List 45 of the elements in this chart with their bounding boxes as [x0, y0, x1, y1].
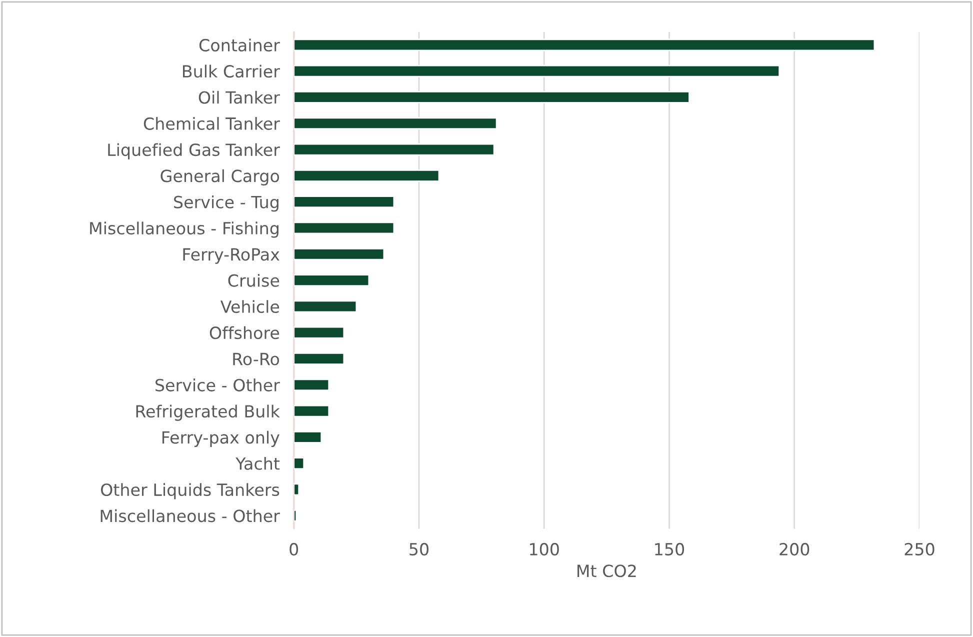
y-tick-label: Vehicle [220, 300, 280, 313]
bar [294, 404, 330, 418]
x-tick-label: 250 [904, 542, 934, 556]
y-tick-label: Yacht [236, 457, 280, 470]
bar [294, 457, 305, 470]
x-tick-label: 0 [290, 542, 298, 556]
y-tick-label: Refrigerated Bulk [136, 404, 280, 421]
y-tick-label: Oil Tanker [198, 90, 280, 104]
y-tick-label: Liquefied Gas Tanker [108, 143, 280, 160]
bar [294, 248, 385, 260]
bar [294, 143, 495, 156]
bar [294, 64, 780, 78]
y-tick-label: Cruise [228, 274, 280, 287]
y-tick-label: Chemical Tanker [144, 117, 280, 130]
x-tick-label: 150 [655, 542, 684, 556]
x-tick-label: 50 [410, 542, 428, 556]
x-tick-label: 100 [530, 542, 559, 556]
bar [294, 222, 395, 234]
y-tick-label: Container [199, 38, 280, 52]
bar [294, 483, 300, 496]
bar [294, 300, 358, 313]
bar [294, 378, 330, 392]
bar [294, 91, 690, 104]
y-tick-label: General Cargo [160, 169, 280, 186]
bar [294, 274, 370, 286]
bar [294, 38, 876, 52]
y-tick-label: Other Liquids Tankers [100, 483, 280, 500]
y-tick-label: Offshore [210, 326, 280, 340]
y-tick-label: Service - Tug [174, 195, 278, 212]
bar [294, 509, 298, 522]
x-axis-title: Mt CO2 [578, 564, 636, 578]
bar [294, 326, 345, 339]
y-tick-label: Miscellaneous - Other [100, 509, 280, 522]
bar [294, 117, 498, 130]
y-tick-label: Ferry-RoPax [183, 248, 280, 264]
bar [294, 169, 440, 182]
y-tick-label: Service - Other [156, 378, 280, 392]
bar [294, 352, 345, 365]
y-tick-label: Miscellaneous - Fishing [90, 222, 278, 238]
bar [294, 430, 322, 444]
y-tick-label: Bulk Carrier [183, 64, 280, 78]
y-tick-label: Ferry-pax only [162, 430, 280, 447]
bar [294, 196, 395, 208]
x-tick-label: 200 [780, 542, 810, 556]
y-tick-label: Ro-Ro [233, 352, 280, 366]
